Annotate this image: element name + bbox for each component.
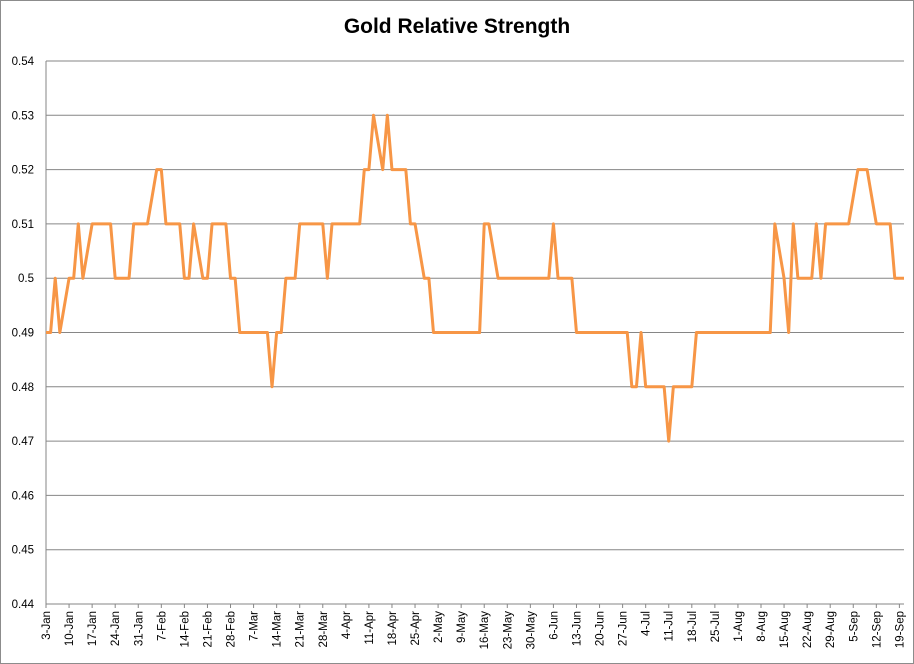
x-tick-label: 17-Jan [87, 611, 99, 646]
x-tick-label: 30-May [525, 611, 537, 650]
x-tick-label: 29-Aug [825, 611, 837, 648]
y-tick-label: 0.48 [12, 382, 34, 394]
y-tick-label: 0.49 [12, 328, 34, 340]
y-tick-label: 0.53 [12, 110, 34, 122]
x-tick-label: 13-Jun [571, 611, 583, 646]
x-tick-label: 10-Jan [64, 611, 76, 646]
x-tick-label: 2-May [433, 611, 445, 643]
x-tick-label: 20-Jun [595, 611, 607, 646]
x-tick-label: 24-Jan [110, 611, 122, 646]
x-tick-label: 1-Aug [733, 611, 745, 642]
x-tick-label: 11-Jul [664, 611, 676, 641]
y-tick-label: 0.5 [18, 273, 34, 285]
x-tick-label: 25-Apr [410, 611, 422, 646]
x-tick-label: 5-Sep [848, 611, 860, 642]
x-tick-label: 25-Jul [710, 611, 722, 642]
y-tick-label: 0.45 [12, 545, 34, 557]
gridlines [46, 60, 904, 551]
y-tick-label: 0.54 [12, 56, 35, 68]
x-tick-label: 8-Aug [756, 611, 768, 642]
x-tick-label: 28-Feb [226, 611, 238, 647]
chart-title: Gold Relative Strength [343, 15, 571, 38]
x-tick-label: 21-Feb [202, 611, 214, 647]
x-tick-label: 14-Feb [179, 611, 191, 647]
x-tick-label: 11-Apr [364, 611, 376, 645]
y-tick-label: 0.44 [12, 599, 35, 611]
x-tick-label: 12-Sep [871, 611, 883, 648]
series-line [46, 113, 904, 443]
x-tick-label: 6-Jun [548, 611, 560, 640]
x-tick-label: 31-Jan [133, 611, 145, 646]
x-tick-label: 9-May [456, 611, 468, 643]
y-tick-label: 0.46 [12, 490, 34, 502]
x-tick-label: 4-Apr [341, 611, 353, 639]
x-tick-label: 19-Sep [894, 611, 906, 648]
x-tick-label: 21-Mar [295, 611, 307, 648]
x-tick-label: 18-Jul [687, 611, 699, 642]
x-tick-label: 15-Aug [779, 611, 791, 648]
x-tick-label: 16-May [479, 611, 491, 650]
x-tick-label: 28-Mar [318, 611, 330, 648]
x-tick-label: 14-Mar [272, 611, 284, 648]
x-tick-label: 23-May [502, 611, 514, 650]
x-tick-label: 3-Jan [41, 611, 53, 640]
x-tick-label: 7-Feb [156, 611, 168, 641]
series-lines [46, 113, 904, 443]
y-tick-label: 0.52 [12, 165, 34, 177]
x-tick-label: 4-Jul [641, 611, 653, 636]
x-tick-label: 27-Jun [618, 611, 630, 646]
y-tick-label: 0.47 [12, 436, 34, 448]
y-tick-label: 0.51 [12, 219, 34, 231]
y-tick-labels: 0.44 0.45 0.46 0.47 0.48 0.49 0.5 0.51 0.52 0.53 0… [12, 56, 35, 611]
x-tick-label: 7-Mar [249, 611, 261, 641]
x-tick-label: 18-Apr [387, 611, 399, 646]
x-tick-labels: 3-Jan 10-Jan 17-Jan 24-Jan 31-Jan 7-Feb 14-Feb… [41, 604, 906, 649]
x-tick-label: 22-Aug [802, 611, 814, 648]
